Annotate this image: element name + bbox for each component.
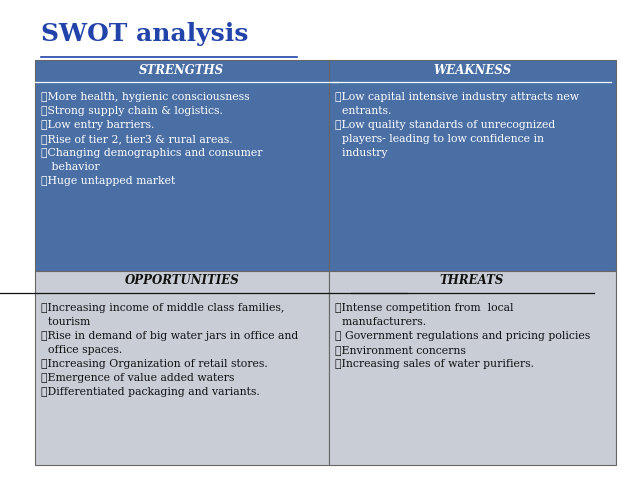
Text: OPPORTUNITIES: OPPORTUNITIES [124,274,239,287]
Text: ➢More health, hygienic consciousness
➢Strong supply chain & logistics.
➢Low entr: ➢More health, hygienic consciousness ➢St… [41,92,263,186]
Text: SWOT analysis: SWOT analysis [41,22,249,46]
Text: THREATS: THREATS [440,274,504,287]
FancyBboxPatch shape [35,271,329,465]
Text: ➢Increasing income of middle class families,
  tourism
➢Rise in demand of big wa: ➢Increasing income of middle class famil… [41,303,299,397]
Text: ➢Low capital intensive industry attracts new
  entrants.
➢Low quality standards : ➢Low capital intensive industry attracts… [335,92,579,159]
FancyBboxPatch shape [329,60,616,271]
FancyBboxPatch shape [35,60,329,271]
Text: WEAKNESS: WEAKNESS [433,64,511,77]
FancyBboxPatch shape [329,271,616,465]
Text: ➢Intense competition from  local
  manufacturers.
➢ Government regulations and p: ➢Intense competition from local manufact… [335,303,590,369]
Text: STRENGTHS: STRENGTHS [139,64,225,77]
